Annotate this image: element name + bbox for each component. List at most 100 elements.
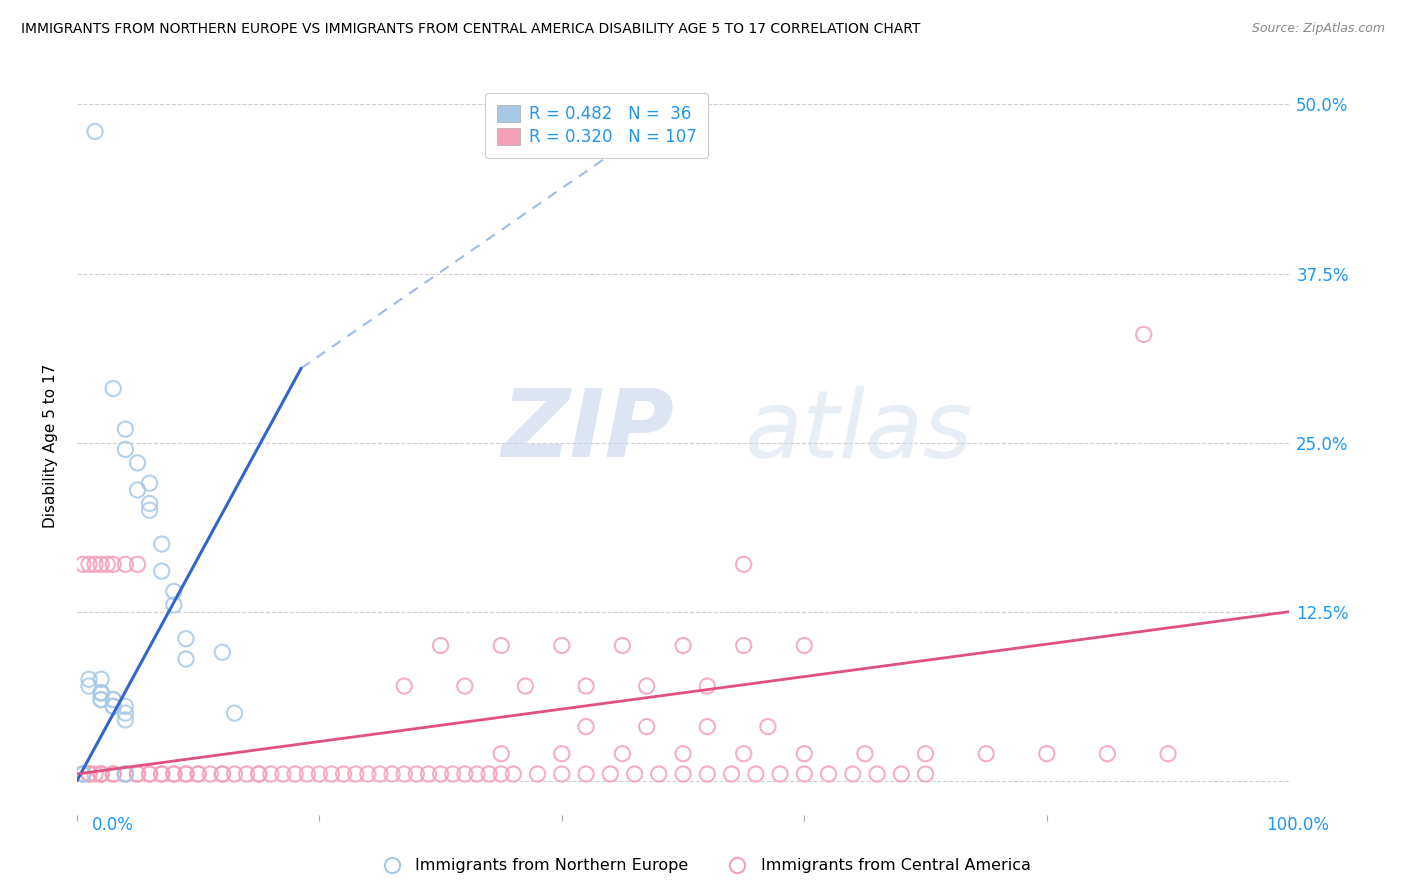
Point: [127, 767, 149, 781]
Point: [551, 747, 574, 761]
Point: [368, 767, 391, 781]
Point: [308, 767, 330, 781]
Point: [114, 713, 136, 727]
Point: [842, 767, 865, 781]
Point: [696, 767, 718, 781]
Point: [489, 639, 512, 653]
Point: [866, 767, 889, 781]
Point: [127, 456, 149, 470]
Point: [297, 767, 319, 781]
Point: [114, 767, 136, 781]
Point: [733, 639, 755, 653]
Point: [77, 767, 100, 781]
Point: [672, 767, 695, 781]
Point: [211, 645, 233, 659]
Point: [187, 767, 209, 781]
Point: [1132, 327, 1154, 342]
Point: [72, 767, 94, 781]
Point: [77, 767, 100, 781]
Point: [127, 767, 149, 781]
Point: [138, 496, 160, 510]
Point: [127, 483, 149, 497]
Point: [733, 747, 755, 761]
Point: [103, 767, 125, 781]
Point: [441, 767, 464, 781]
Point: [174, 767, 197, 781]
Point: [672, 639, 695, 653]
Point: [890, 767, 912, 781]
Point: [696, 720, 718, 734]
Point: [114, 558, 136, 572]
Point: [77, 679, 100, 693]
Point: [114, 699, 136, 714]
Point: [224, 706, 246, 720]
Point: [114, 442, 136, 457]
Point: [114, 767, 136, 781]
Point: [502, 767, 524, 781]
Point: [575, 720, 598, 734]
Point: [1157, 747, 1180, 761]
Point: [260, 767, 283, 781]
Point: [344, 767, 367, 781]
Point: [489, 767, 512, 781]
Point: [853, 747, 876, 761]
Point: [84, 124, 107, 138]
Point: [284, 767, 307, 781]
Point: [271, 767, 294, 781]
Point: [163, 767, 186, 781]
Point: [90, 767, 112, 781]
Point: [392, 679, 415, 693]
Point: [84, 558, 107, 572]
Point: [103, 382, 125, 396]
Point: [84, 767, 107, 781]
Point: [332, 767, 354, 781]
Point: [247, 767, 270, 781]
Point: [478, 767, 501, 781]
Point: [72, 767, 94, 781]
Point: [138, 503, 160, 517]
Point: [138, 767, 160, 781]
Point: [90, 767, 112, 781]
Point: [515, 679, 537, 693]
Point: [96, 558, 118, 572]
Point: [90, 686, 112, 700]
Point: [551, 639, 574, 653]
Point: [103, 692, 125, 706]
Legend: Immigrants from Northern Europe, Immigrants from Central America: Immigrants from Northern Europe, Immigra…: [370, 852, 1036, 880]
Text: 100.0%: 100.0%: [1265, 816, 1329, 834]
Legend: R = 0.482   N =  36, R = 0.320   N = 107: R = 0.482 N = 36, R = 0.320 N = 107: [485, 93, 709, 158]
Point: [526, 767, 548, 781]
Point: [90, 558, 112, 572]
Point: [745, 767, 768, 781]
Y-axis label: Disability Age 5 to 17: Disability Age 5 to 17: [44, 364, 58, 528]
Point: [599, 767, 621, 781]
Point: [77, 673, 100, 687]
Point: [103, 767, 125, 781]
Point: [429, 639, 451, 653]
Point: [575, 767, 598, 781]
Point: [103, 699, 125, 714]
Point: [612, 639, 634, 653]
Point: [103, 692, 125, 706]
Point: [623, 767, 645, 781]
Point: [636, 720, 658, 734]
Point: [793, 747, 815, 761]
Point: [612, 747, 634, 761]
Point: [429, 767, 451, 781]
Point: [1036, 747, 1059, 761]
Text: Source: ZipAtlas.com: Source: ZipAtlas.com: [1251, 22, 1385, 36]
Point: [224, 767, 246, 781]
Point: [465, 767, 488, 781]
Point: [90, 673, 112, 687]
Point: [200, 767, 222, 781]
Point: [321, 767, 343, 781]
Point: [127, 558, 149, 572]
Point: [551, 767, 574, 781]
Point: [174, 632, 197, 646]
Point: [90, 692, 112, 706]
Point: [648, 767, 671, 781]
Point: [636, 679, 658, 693]
Point: [114, 767, 136, 781]
Point: [575, 679, 598, 693]
Point: [187, 767, 209, 781]
